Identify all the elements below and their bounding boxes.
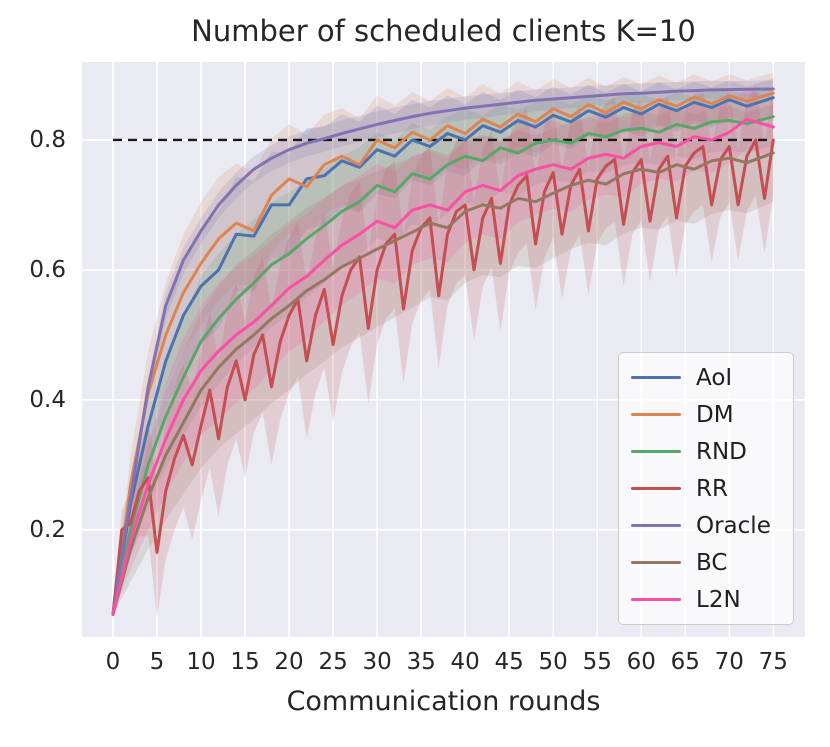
legend-swatch-dm — [631, 412, 681, 417]
legend-label: RR — [696, 475, 728, 502]
series-line-rnd — [111, 115, 775, 616]
legend-item-rr: RR — [631, 476, 793, 502]
x-tick-label: 45 — [494, 649, 524, 675]
x-tick-label: 5 — [149, 649, 165, 675]
x-tick-label: 70 — [714, 649, 744, 675]
y-tick-label: 0.2 — [29, 516, 66, 543]
legend-swatch-rr — [631, 486, 681, 491]
x-tick-label: 55 — [582, 649, 612, 675]
legend-label: DM — [696, 401, 734, 428]
series-line-bc — [111, 151, 775, 616]
legend-item-l2n: L2N — [631, 587, 793, 613]
confidence-band-aoi — [113, 78, 774, 615]
legend-label: BC — [696, 549, 728, 576]
legend-label: Oracle — [696, 512, 771, 539]
series-line-dm — [111, 91, 775, 616]
x-tick-label: 40 — [450, 649, 480, 675]
x-tick-label: 25 — [318, 649, 348, 675]
legend-label: AoI — [696, 364, 733, 391]
series-line-l2n — [111, 117, 775, 616]
y-tick-label: 0.6 — [29, 256, 66, 283]
legend-item-dm: DM — [631, 402, 793, 428]
chart-title: Number of scheduled clients K=10 — [191, 14, 696, 48]
legend-swatch-rnd — [631, 449, 681, 454]
confidence-band-rnd — [113, 87, 774, 615]
legend-label: L2N — [696, 586, 741, 613]
legend-swatch-l2n — [631, 597, 681, 602]
x-tick-label: 65 — [670, 649, 700, 675]
legend-swatch-aoi — [631, 375, 681, 380]
x-tick-label: 75 — [758, 649, 788, 675]
x-tick-label: 30 — [362, 649, 392, 675]
confidence-band-l2n — [113, 89, 774, 615]
series-line-aoi — [111, 96, 775, 616]
series-line-rr — [111, 138, 775, 616]
x-tick-label: 15 — [230, 649, 260, 675]
confidence-band-bc — [113, 104, 774, 615]
y-tick-label: 0.8 — [29, 126, 66, 153]
legend-item-oracle: Oracle — [631, 513, 793, 539]
x-tick-label: 50 — [538, 649, 568, 675]
legend-item-bc: BC — [631, 550, 793, 576]
x-tick-label: 0 — [105, 649, 121, 675]
x-tick-label: 60 — [626, 649, 656, 675]
legend-item-aoi: AoI — [631, 365, 793, 391]
x-tick-label: 35 — [406, 649, 436, 675]
y-tick-label: 0.4 — [29, 386, 66, 413]
legend-swatch-oracle — [631, 523, 681, 528]
x-tick-label: 20 — [274, 649, 304, 675]
legend-swatch-bc — [631, 560, 681, 565]
confidence-band-dm — [113, 72, 774, 615]
x-tick-label: 10 — [186, 649, 216, 675]
legend: AoI DM RND RR Oracle BC L2N — [618, 352, 794, 625]
confidence-band-rr — [113, 84, 774, 618]
legend-label: RND — [696, 438, 747, 465]
series-line-oracle — [111, 87, 775, 616]
x-axis-label: Communication rounds — [286, 686, 601, 717]
legend-item-rnd: RND — [631, 439, 793, 465]
